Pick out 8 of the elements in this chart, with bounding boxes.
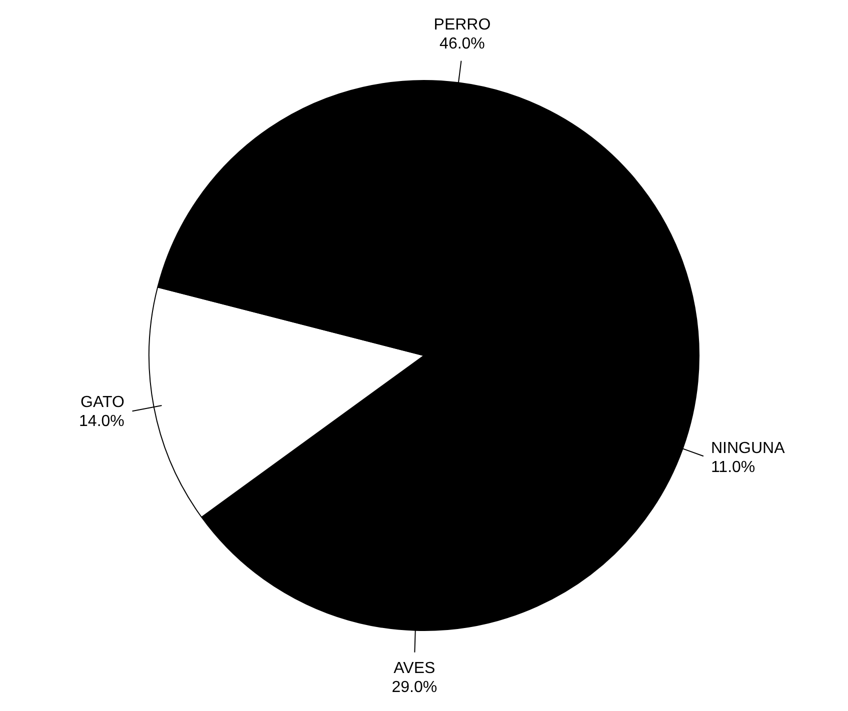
slice-label: PERRO — [434, 16, 491, 34]
data-label: 14.0% — [79, 413, 124, 430]
slice-label: NINGUNA — [710, 440, 786, 458]
slice-label: AVES — [394, 660, 436, 677]
data-label: 46.0% — [440, 35, 485, 52]
data-label: 29.0% — [392, 678, 438, 696]
slice-label: GATO — [80, 394, 124, 412]
data-label: 11.0% — [710, 459, 756, 476]
